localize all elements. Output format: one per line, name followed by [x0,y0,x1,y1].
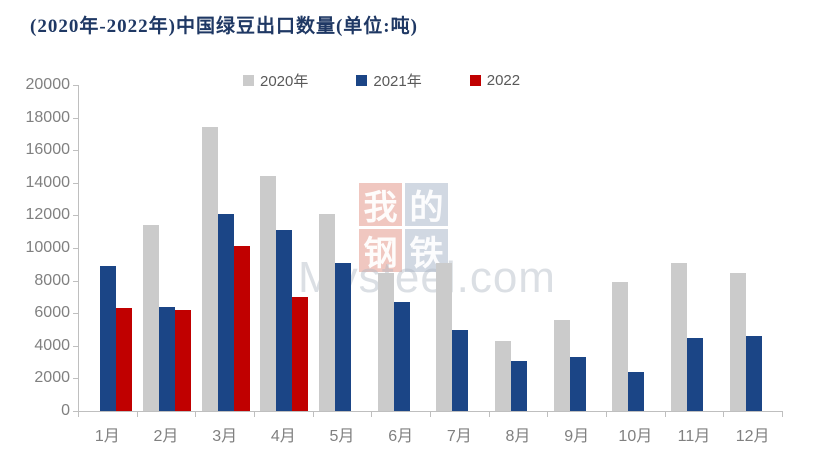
legend-label-2022: 2022 [486,72,521,89]
x-tick-label-6月: 6月 [388,428,414,445]
x-axis-tick [78,412,79,417]
y-tick-label-20000: 20000 [25,76,71,93]
x-axis-tick [782,412,783,417]
y-tick-label-12000: 12000 [25,206,71,224]
x-axis-tick [664,412,666,417]
bar-2020年-8月 [495,340,512,411]
bar-2021年-5月 [335,262,352,411]
x-tick-label-5月: 5月 [329,428,355,445]
y-tick-label-2000: 2000 [34,369,70,387]
y-axis-tick [73,182,78,184]
chart-title: (2020年-2022年)中国绿豆出口数量(单位:吨) [30,16,418,37]
x-tick-label-8月: 8月 [505,428,531,445]
bar-2020年-2月 [143,225,159,411]
bar-group-7月 [431,85,490,411]
y-axis-tick [73,280,78,282]
bar-2020年-10月 [612,282,629,411]
bar-group-9月 [548,85,607,411]
bar-2020年-6月 [377,272,394,411]
legend: 2020年 2021年 2022 [243,70,520,91]
x-axis-tick [136,412,138,417]
bar-group-3月 [196,85,255,411]
bar-group-10月 [607,85,666,411]
x-axis-tick [488,412,490,417]
y-axis-tick [73,313,78,315]
y-tick-label-10000: 10000 [25,239,71,256]
y-tick-label-16000: 16000 [25,141,71,159]
bar-2021年-6月 [393,301,410,411]
plot-area [78,85,783,412]
x-tick-label-12月: 12月 [735,428,770,445]
legend-label-2020: 2020年 [260,73,309,90]
bar-2020年-11月 [671,262,688,411]
x-tick-label-1月: 1月 [94,428,120,445]
bar-2020年-7月 [436,262,453,411]
x-tick-label-10月: 10月 [618,428,653,445]
bar-group-5月 [314,85,373,411]
legend-marker-2020-icon [243,75,254,86]
x-tick-label-9月: 9月 [564,428,590,445]
bar-2022-2月 [175,309,191,411]
bar-2020年-3月 [201,127,218,411]
x-axis-tick [723,412,725,417]
bar-2021年-10月 [628,371,645,411]
x-axis-tick [371,412,373,417]
bar-2021年-3月 [217,213,234,411]
legend-marker-2021-icon [356,75,368,86]
y-axis-tick [73,248,78,249]
bar-2020年-4月 [260,176,277,411]
bar-2022-1月 [116,308,133,411]
y-axis-tick [73,411,78,412]
bar-2021年-9月 [569,357,586,411]
bar-2021年-11月 [687,337,704,411]
bar-2020年-12月 [729,272,746,411]
y-tick-label-18000: 18000 [25,108,71,126]
bar-2022-4月 [292,296,309,411]
y-axis-tick [73,378,78,380]
bar-2022-3月 [233,246,250,411]
y-tick-label-0: 0 [61,402,70,419]
bar-group-6月 [372,85,431,411]
bar-2021年-7月 [452,329,469,411]
bar-group-2月 [138,85,197,411]
y-axis-tick [73,85,78,86]
legend-marker-2022-icon [469,75,481,86]
bar-2021年-8月 [511,360,528,411]
legend-item-2022: 2022 [469,70,521,91]
x-axis-tick [195,412,197,417]
bar-group-4月 [255,85,314,411]
bar-2021年-1月 [100,265,117,411]
legend-label-2021: 2021年 [373,73,422,90]
bar-group-1月 [79,85,138,411]
y-axis-tick [73,215,78,217]
y-tick-label-14000: 14000 [25,173,71,191]
bar-2021年-2月 [159,306,175,411]
bar-2020年-5月 [319,213,336,411]
bar-2021年-4月 [276,230,293,411]
x-axis-tick [312,412,314,417]
legend-item-2021: 2021年 [356,70,422,91]
bar-2020年-9月 [553,319,570,411]
y-tick-label-8000: 8000 [34,271,70,289]
y-tick-label-4000: 4000 [34,336,70,354]
x-tick-label-7月: 7月 [446,428,472,445]
x-axis-tick [606,412,607,417]
x-tick-label-2月: 2月 [153,428,179,445]
y-axis-tick [73,150,78,152]
y-axis-tick [73,117,78,119]
x-tick-label-3月: 3月 [212,428,238,445]
y-tick-label-6000: 6000 [34,304,70,322]
bar-group-11月 [666,85,725,411]
bar-group-8月 [490,85,549,411]
x-axis-tick [254,412,255,417]
legend-item-2020: 2020年 [243,70,308,91]
y-axis-tick [73,345,78,347]
x-tick-label-4月: 4月 [270,428,296,445]
x-tick-label-11月: 11月 [677,428,711,445]
x-axis-tick [430,412,431,417]
x-axis-tick [547,412,549,417]
bar-group-12月 [724,85,783,411]
bar-2021年-12月 [745,336,762,411]
